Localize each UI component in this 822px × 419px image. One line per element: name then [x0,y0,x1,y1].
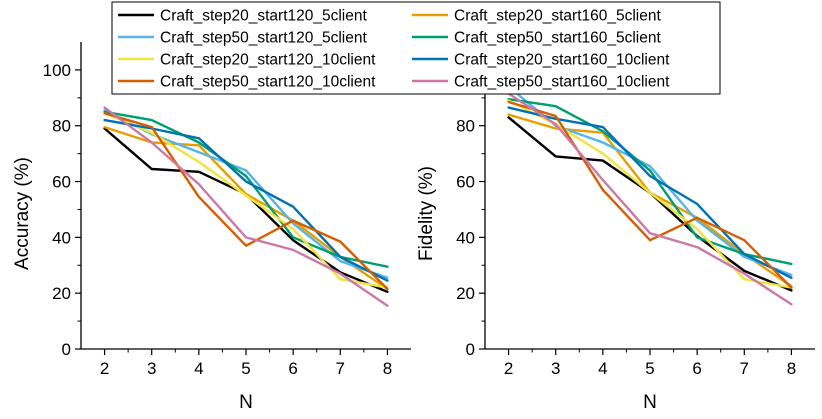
fidelity-y-tick-label: 80 [456,117,475,136]
fidelity-x-tick-label: 4 [598,359,607,378]
accuracy-series-line [103,111,389,289]
legend-entry: Craft_step50_start160_10client [454,74,670,91]
accuracy-y-tick-label: 40 [52,228,71,247]
fidelity-y-axis-label: Fidelity (%) [416,166,437,261]
fidelity-y-tick-label: 0 [466,340,475,359]
fidelity-series-line [507,106,793,279]
fidelity-x-tick-label: 6 [692,359,701,378]
accuracy-series-line [103,118,389,282]
accuracy-y-axis-label: Accuracy (%) [12,157,33,270]
accuracy-series-line [103,110,389,268]
fidelity-series-line [507,92,793,306]
legend-entry: Craft_step20_start160_10client [454,52,670,69]
accuracy-x-tick-label: 2 [100,359,109,378]
legend-entry: Craft_step20_start120_5client [160,8,367,25]
accuracy-series-line [103,111,389,291]
accuracy-y-tick-label: 100 [43,61,71,80]
fidelity-y-tick-label: 20 [456,284,475,303]
legend-entry: Craft_step50_start120_5client [160,30,367,47]
fidelity-x-tick-label: 7 [740,359,749,378]
accuracy-x-tick-label: 6 [288,359,297,378]
accuracy-x-tick-label: 3 [147,359,156,378]
accuracy-x-tick-label: 8 [383,359,392,378]
fidelity-x-tick-label: 3 [551,359,560,378]
fidelity-y-tick-label: 60 [456,173,475,192]
accuracy-x-tick-label: 7 [336,359,345,378]
accuracy-y-tick-label: 60 [52,173,71,192]
accuracy-x-tick-label: 4 [194,359,203,378]
accuracy-series-line [103,125,389,291]
accuracy-series-line [103,127,389,293]
legend-entry: Craft_step20_start120_10client [160,52,376,69]
accuracy-series-line [103,106,389,307]
accuracy-x-tick-label: 5 [241,359,250,378]
accuracy-x-axis-label: N [239,392,253,413]
fidelity-series-line [507,100,793,289]
fidelity-x-tick-label: 2 [504,359,513,378]
accuracy-y-tick-label: 20 [52,284,71,303]
legend-box [111,1,721,95]
fidelity-series-line [507,113,793,288]
legend: Craft_step20_start120_5client Craft_step2… [111,1,721,95]
fidelity-x-tick-label: 5 [645,359,654,378]
fidelity-y-tick-label: 40 [456,228,475,247]
fidelity-series-line [507,116,793,292]
accuracy-y-tick-label: 0 [62,340,71,359]
legend-entry: Craft_step20_start160_5client [454,8,661,25]
accuracy-y-tick-label: 80 [52,117,71,136]
legend-entry: Craft_step50_start160_5client [454,30,661,47]
fidelity-x-tick-label: 8 [787,359,796,378]
fidelity-x-axis-label: N [643,392,657,413]
legend-entry: Craft_step50_start120_10client [160,74,376,91]
